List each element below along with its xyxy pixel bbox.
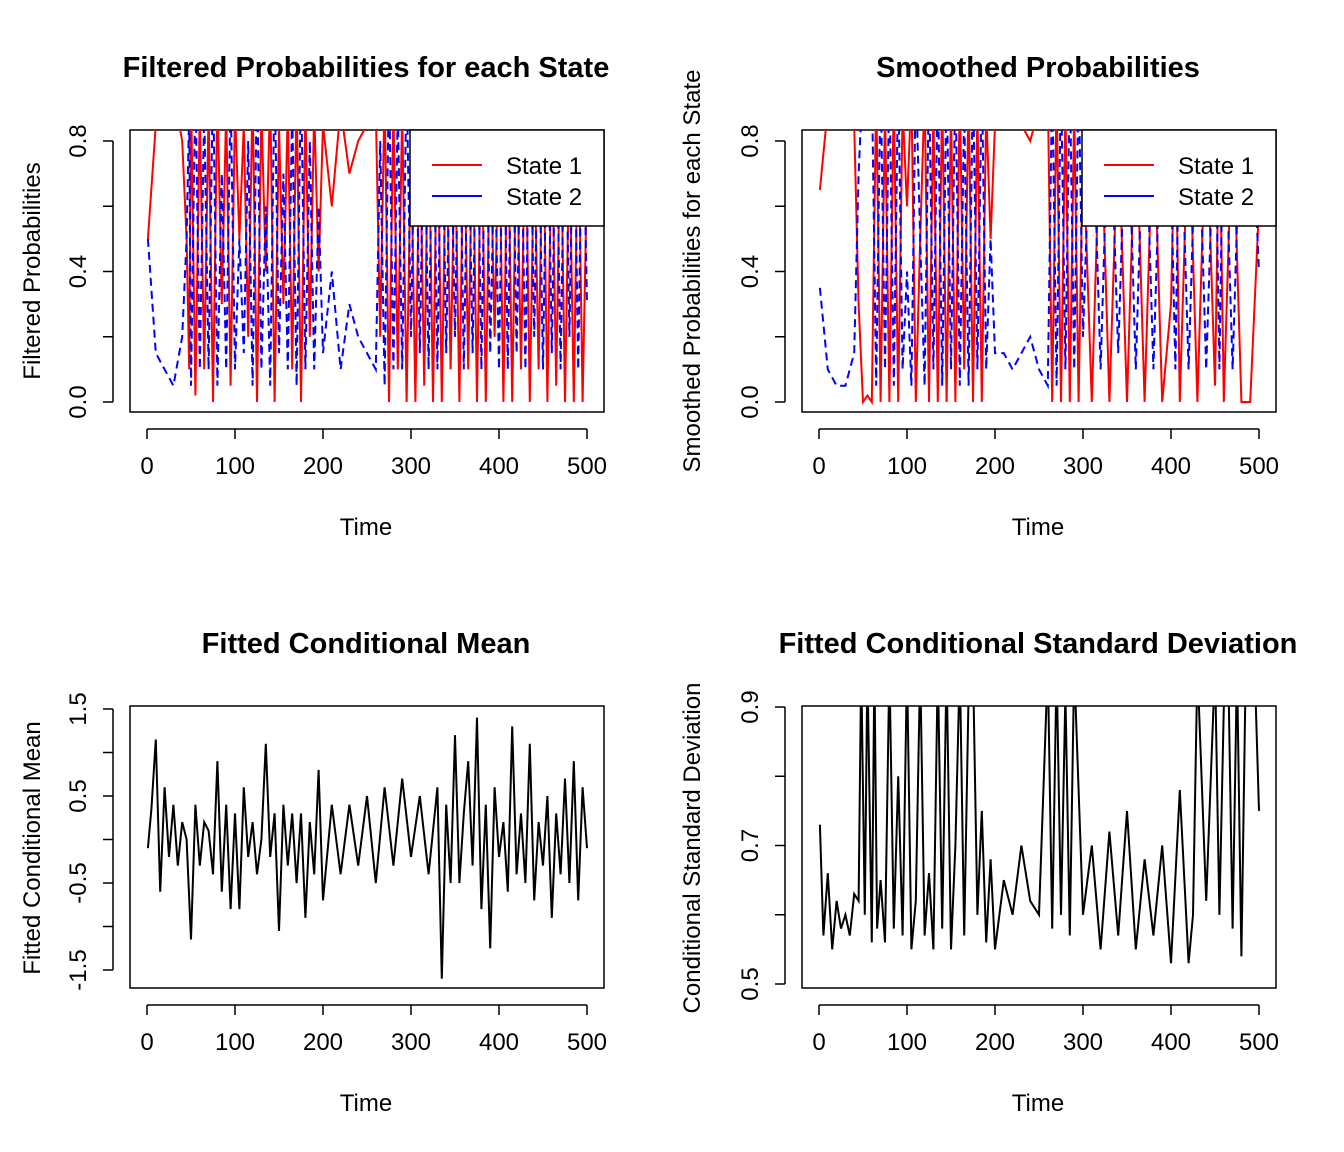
conditional-sd-x-tick-label: 300 (1063, 1029, 1103, 1056)
smoothed-probabilities-x-tick-label: 500 (1239, 453, 1279, 480)
smoothed-probabilities-x-tick-label: 200 (975, 453, 1015, 480)
filtered-probabilities-xlabel: Time (340, 514, 392, 541)
filtered-probabilities-ylabel: Filtered Probabilities (19, 162, 46, 379)
conditional-sd-y-tick-label: 0.9 (737, 690, 764, 723)
filtered-probabilities-y-tick-label: 0.0 (65, 385, 92, 418)
smoothed-probabilities-legend-label: State 1 (1178, 153, 1254, 180)
conditional-sd-title: Fitted Conditional Standard Deviation (779, 628, 1298, 660)
conditional-mean-y-tick-label: -0.5 (65, 862, 92, 903)
smoothed-probabilities-y-tick-label: 0.4 (737, 255, 764, 288)
conditional-sd-y-tick-label: 0.5 (737, 967, 764, 1000)
smoothed-probabilities-xlabel: Time (1012, 514, 1064, 541)
conditional-mean-x-tick-label: 300 (391, 1029, 431, 1056)
smoothed-probabilities-plot-frame (801, 129, 1277, 413)
smoothed-probabilities-y-tick-label: 0.0 (737, 385, 764, 418)
smoothed-probabilities-x-tick-label: 400 (1151, 453, 1191, 480)
filtered-probabilities-x-tick-label: 300 (391, 453, 431, 480)
conditional-mean-x-tick-label: 400 (479, 1029, 519, 1056)
filtered-probabilities-x-tick-label: 400 (479, 453, 519, 480)
filtered-probabilities-x-tick-label: 200 (303, 453, 343, 480)
conditional-sd-x-tick-label: 500 (1239, 1029, 1279, 1056)
conditional-sd-y-tick-label: 0.7 (737, 829, 764, 862)
conditional-mean-y-tick-label: -1.5 (65, 949, 92, 990)
smoothed-probabilities-panel: Smoothed Probabilities Time Smoothed Pro… (679, 52, 1279, 541)
filtered-probabilities-x-tick-label: 500 (567, 453, 607, 480)
smoothed-probabilities-y-tick-label: 0.8 (737, 124, 764, 157)
conditional-mean-x-tick-label: 0 (140, 1029, 153, 1056)
conditional-sd-x-tick-label: 400 (1151, 1029, 1191, 1056)
smoothed-probabilities-series-state-1 (818, 130, 1260, 406)
conditional-mean-x-tick-label: 200 (303, 1029, 343, 1056)
conditional-mean-y-tick-label: 1.5 (65, 692, 92, 725)
smoothed-probabilities-x-tick-label: 300 (1063, 453, 1103, 480)
conditional-sd-x-tick-label: 200 (975, 1029, 1015, 1056)
conditional-mean-panel: Fitted Conditional Mean Time Fitted Cond… (19, 628, 607, 1117)
smoothed-probabilities-title: Smoothed Probabilities (876, 52, 1200, 84)
filtered-probabilities-y-tick-label: 0.8 (65, 124, 92, 157)
conditional-mean-x-tick-label: 500 (567, 1029, 607, 1056)
filtered-probabilities-title: Filtered Probabilities for each State (123, 52, 610, 84)
conditional-sd-x-tick-label: 100 (887, 1029, 927, 1056)
conditional-mean-plot-frame (129, 705, 605, 989)
conditional-sd-ylabel: Conditional Standard Deviation (679, 683, 706, 1014)
conditional-sd-plot-frame (801, 705, 1277, 989)
filtered-probabilities-x-tick-label: 0 (140, 453, 153, 480)
conditional-mean-title: Fitted Conditional Mean (202, 628, 531, 660)
filtered-probabilities-x-tick-label: 100 (215, 453, 255, 480)
filtered-probabilities-legend-label: State 2 (506, 184, 582, 211)
conditional-mean-xlabel: Time (340, 1090, 392, 1117)
smoothed-probabilities-ylabel: Smoothed Probabilities for each State (679, 70, 706, 473)
conditional-mean-series-line (146, 717, 588, 979)
smoothed-probabilities-legend (1081, 129, 1277, 227)
filtered-probabilities-y-tick-label: 0.4 (65, 255, 92, 288)
conditional-mean-y-tick-label: 0.5 (65, 779, 92, 812)
filtered-probabilities-plot-frame (129, 129, 605, 413)
filtered-probabilities-legend-label: State 1 (506, 153, 582, 180)
conditional-sd-x-tick-label: 0 (812, 1029, 825, 1056)
smoothed-probabilities-series-state-2 (818, 130, 1260, 390)
conditional-mean-ylabel: Fitted Conditional Mean (19, 721, 46, 974)
filtered-probabilities-panel: Filtered Probabilities for each State Ti… (19, 52, 609, 541)
conditional-sd-panel: Fitted Conditional Standard Deviation Ti… (679, 628, 1297, 1117)
filtered-probabilities-legend (409, 129, 605, 227)
smoothed-probabilities-x-tick-label: 100 (887, 453, 927, 480)
conditional-mean-x-tick-label: 100 (215, 1029, 255, 1056)
conditional-sd-series-line (818, 706, 1260, 964)
smoothed-probabilities-x-tick-label: 0 (812, 453, 825, 480)
smoothed-probabilities-legend-label: State 2 (1178, 184, 1254, 211)
conditional-sd-xlabel: Time (1012, 1090, 1064, 1117)
